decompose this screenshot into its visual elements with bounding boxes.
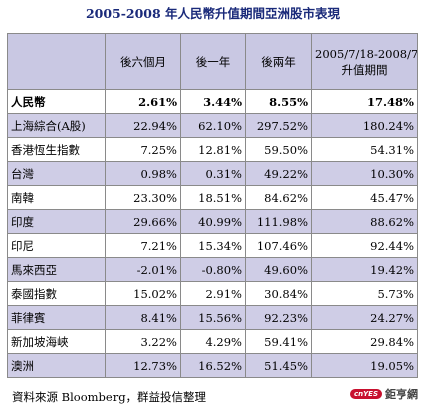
row-value: 5.73% [311,281,418,306]
row-value: 12.81% [180,137,246,162]
row-value: 40.99% [180,209,246,234]
row-label: 菲律賓 [7,305,106,330]
table-row: 新加坡海峽 3.22% 4.29% 59.41% 29.84% [7,329,418,354]
row-value: 180.24% [311,113,418,138]
row-value: 10.30% [311,161,418,186]
row-value: 19.42% [311,257,418,282]
row-value: 59.41% [245,329,312,354]
row-value: 29.84% [311,329,418,354]
row-label: 台灣 [7,161,106,186]
row-value: 92.44% [311,233,418,258]
row-value: 8.55% [245,89,312,114]
header-one-year: 後一年 [180,33,246,90]
row-value: 51.45% [245,353,312,378]
table-row: 泰國指數 15.02% 2.91% 30.84% 5.73% [7,281,418,306]
row-value: 2.91% [180,281,246,306]
row-value: 15.02% [105,281,181,306]
row-value: 54.31% [311,137,418,162]
header-row: 後六個月 後一年 後兩年 2005/7/18-2008/7/14 升值期間 [7,33,418,90]
header-period: 2005/7/18-2008/7/14 升值期間 [311,33,418,90]
row-label: 新加坡海峽 [7,329,106,354]
row-value: 29.66% [105,209,181,234]
header-two-years: 後兩年 [245,33,312,90]
table-row: 上海綜合(A股) 22.94% 62.10% 297.52% 180.24% [7,113,418,138]
table-row: 香港恆生指數 7.25% 12.81% 59.50% 54.31% [7,137,418,162]
row-value: 18.51% [180,185,246,210]
row-value: 12.73% [105,353,181,378]
row-value: 19.05% [311,353,418,378]
row-value: 297.52% [245,113,312,138]
source-note: 資料來源 Bloomberg，群益投信整理 [12,390,207,404]
row-value: 49.60% [245,257,312,282]
row-value: 16.52% [180,353,246,378]
cnyes-logo: cnYES 鉅亨網 [349,384,418,404]
table-row: 印度 29.66% 40.99% 111.98% 88.62% [7,209,418,234]
row-value: 3.44% [180,89,246,114]
row-value: 111.98% [245,209,312,234]
row-label: 馬來西亞 [7,257,106,282]
row-value: 24.27% [311,305,418,330]
logo-text: 鉅亨網 [385,388,418,401]
header-six-months: 後六個月 [105,33,181,90]
row-value: 62.10% [180,113,246,138]
row-value: -2.01% [105,257,181,282]
row-value: 15.34% [180,233,246,258]
row-value: 59.50% [245,137,312,162]
row-value: 3.22% [105,329,181,354]
header-period-label: 升值期間 [341,62,388,77]
row-label: 印度 [7,209,106,234]
header-period-dates: 2005/7/18-2008/7/14 [315,46,418,61]
row-label: 人民幣 [7,89,106,114]
row-value: 15.56% [180,305,246,330]
row-label: 泰國指數 [7,281,106,306]
performance-table: 後六個月 後一年 後兩年 2005/7/18-2008/7/14 升值期間 人民… [7,33,418,378]
row-value: 45.47% [311,185,418,210]
row-value: 92.23% [245,305,312,330]
row-value: 2.61% [105,89,181,114]
table-row: 澳洲 12.73% 16.52% 51.45% 19.05% [7,353,418,378]
row-label: 澳洲 [7,353,106,378]
table-row: 台灣 0.98% 0.31% 49.22% 10.30% [7,161,418,186]
row-label: 香港恆生指數 [7,137,106,162]
row-value: -0.80% [180,257,246,282]
row-value: 0.98% [105,161,181,186]
header-blank [7,33,106,90]
row-value: 84.62% [245,185,312,210]
row-value: 88.62% [311,209,418,234]
table-row: 人民幣 2.61% 3.44% 8.55% 17.48% [7,89,418,114]
row-label: 印尼 [7,233,106,258]
row-value: 49.22% [245,161,312,186]
table-row: 菲律賓 8.41% 15.56% 92.23% 24.27% [7,305,418,330]
row-value: 30.84% [245,281,312,306]
row-value: 8.41% [105,305,181,330]
page-title: 2005-2008 年人民幣升值期間亞洲股市表現 [85,6,341,21]
row-value: 23.30% [105,185,181,210]
row-label: 上海綜合(A股) [7,113,106,138]
row-value: 0.31% [180,161,246,186]
row-value: 7.25% [105,137,181,162]
logo-badge: cnYES [349,389,382,399]
row-label: 南韓 [7,185,106,210]
row-value: 22.94% [105,113,181,138]
table-row: 南韓 23.30% 18.51% 84.62% 45.47% [7,185,418,210]
row-value: 17.48% [311,89,418,114]
table-row: 馬來西亞 -2.01% -0.80% 49.60% 19.42% [7,257,418,282]
row-value: 7.21% [105,233,181,258]
table-row: 印尼 7.21% 15.34% 107.46% 92.44% [7,233,418,258]
row-value: 107.46% [245,233,312,258]
row-value: 4.29% [180,329,246,354]
